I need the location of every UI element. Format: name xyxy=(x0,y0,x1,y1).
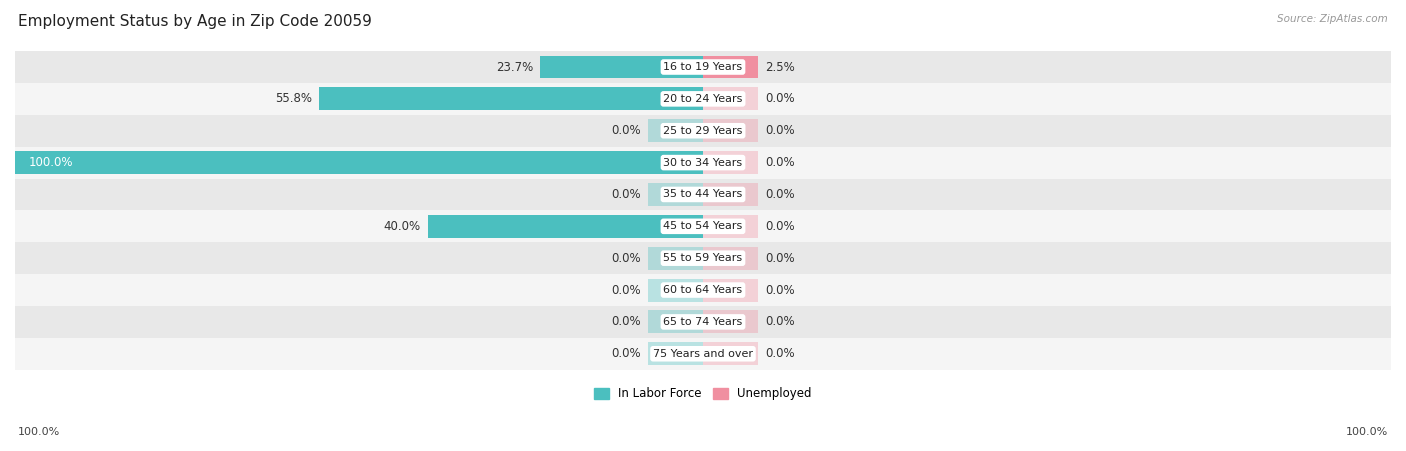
Bar xyxy=(319,87,703,110)
Bar xyxy=(703,55,758,78)
Text: 100.0%: 100.0% xyxy=(1346,428,1388,437)
Bar xyxy=(703,87,758,110)
Bar xyxy=(703,342,758,365)
Text: 30 to 34 Years: 30 to 34 Years xyxy=(664,157,742,168)
Text: 2.5%: 2.5% xyxy=(765,60,794,74)
Bar xyxy=(703,151,758,174)
Legend: In Labor Force, Unemployed: In Labor Force, Unemployed xyxy=(589,383,817,405)
Text: 0.0%: 0.0% xyxy=(765,284,794,297)
Text: 0.0%: 0.0% xyxy=(765,220,794,233)
Text: 0.0%: 0.0% xyxy=(765,315,794,328)
Bar xyxy=(15,115,1391,147)
Bar xyxy=(15,306,1391,338)
Text: 0.0%: 0.0% xyxy=(765,92,794,106)
Bar xyxy=(540,55,703,78)
Bar xyxy=(648,342,703,365)
Bar xyxy=(15,151,703,174)
Text: 60 to 64 Years: 60 to 64 Years xyxy=(664,285,742,295)
Bar xyxy=(648,247,703,270)
Bar xyxy=(15,274,1391,306)
Bar xyxy=(703,215,758,238)
Bar xyxy=(15,338,1391,370)
Bar xyxy=(427,215,703,238)
Bar xyxy=(703,279,758,302)
Text: 0.0%: 0.0% xyxy=(612,315,641,328)
Text: 0.0%: 0.0% xyxy=(765,347,794,360)
Bar xyxy=(15,179,1391,210)
Text: 45 to 54 Years: 45 to 54 Years xyxy=(664,221,742,231)
Bar xyxy=(15,242,1391,274)
Bar xyxy=(648,310,703,333)
Bar xyxy=(703,310,758,333)
Text: 0.0%: 0.0% xyxy=(612,188,641,201)
Text: Employment Status by Age in Zip Code 20059: Employment Status by Age in Zip Code 200… xyxy=(18,14,373,28)
Bar xyxy=(15,51,1391,83)
Text: 25 to 29 Years: 25 to 29 Years xyxy=(664,126,742,136)
Text: 0.0%: 0.0% xyxy=(612,124,641,137)
Text: 65 to 74 Years: 65 to 74 Years xyxy=(664,317,742,327)
Text: 0.0%: 0.0% xyxy=(765,188,794,201)
Text: 0.0%: 0.0% xyxy=(612,347,641,360)
Bar xyxy=(703,247,758,270)
Text: 55.8%: 55.8% xyxy=(276,92,312,106)
Text: Source: ZipAtlas.com: Source: ZipAtlas.com xyxy=(1277,14,1388,23)
Bar xyxy=(15,147,1391,179)
Text: 0.0%: 0.0% xyxy=(765,124,794,137)
Text: 0.0%: 0.0% xyxy=(765,156,794,169)
Text: 23.7%: 23.7% xyxy=(496,60,533,74)
Text: 35 to 44 Years: 35 to 44 Years xyxy=(664,189,742,199)
Bar xyxy=(703,119,758,142)
Text: 16 to 19 Years: 16 to 19 Years xyxy=(664,62,742,72)
Text: 0.0%: 0.0% xyxy=(612,284,641,297)
Bar xyxy=(648,279,703,302)
Text: 100.0%: 100.0% xyxy=(28,156,73,169)
Text: 20 to 24 Years: 20 to 24 Years xyxy=(664,94,742,104)
Bar xyxy=(15,83,1391,115)
Text: 0.0%: 0.0% xyxy=(612,252,641,265)
Text: 0.0%: 0.0% xyxy=(765,252,794,265)
Bar xyxy=(703,183,758,206)
Bar xyxy=(648,119,703,142)
Text: 55 to 59 Years: 55 to 59 Years xyxy=(664,253,742,263)
Text: 75 Years and over: 75 Years and over xyxy=(652,349,754,359)
Text: 40.0%: 40.0% xyxy=(384,220,420,233)
Bar xyxy=(15,210,1391,242)
Bar xyxy=(648,183,703,206)
Text: 100.0%: 100.0% xyxy=(18,428,60,437)
